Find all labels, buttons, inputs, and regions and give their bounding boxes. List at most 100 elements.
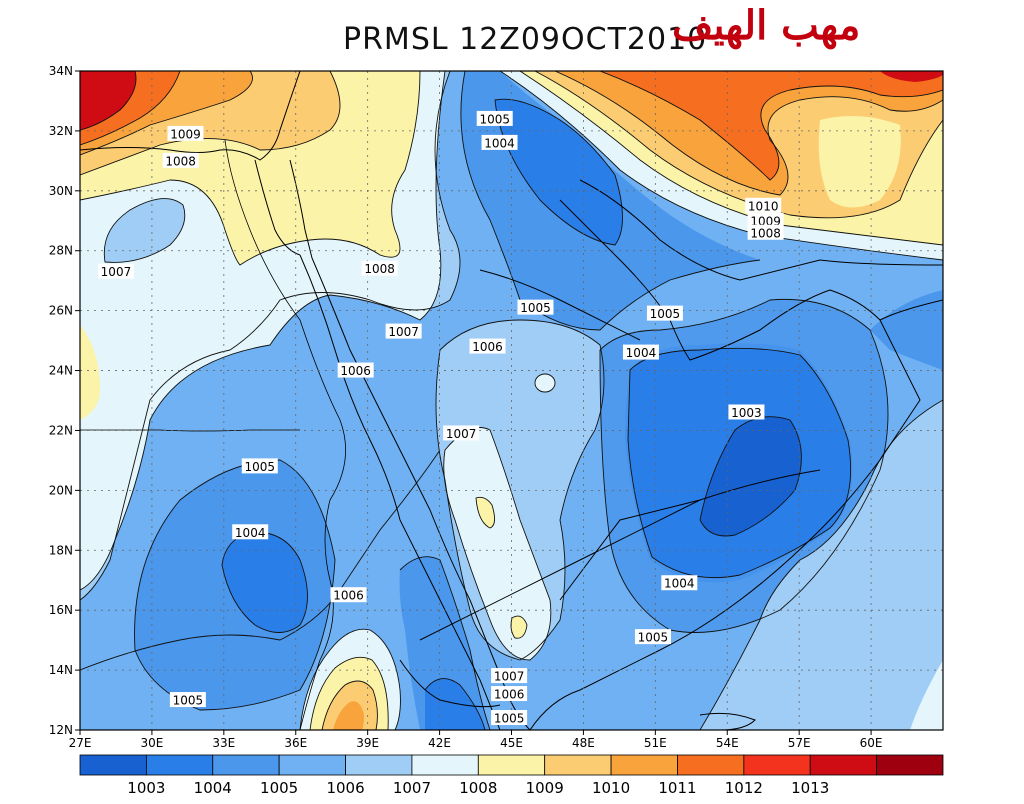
- contour-label-bg: [491, 710, 528, 726]
- contour-label-bg: [232, 524, 269, 540]
- contour-label: 1005: [479, 112, 510, 126]
- tick-label-lat: 28N: [49, 244, 73, 258]
- contour-label-bg: [361, 260, 398, 276]
- field-1004-1005-far-east: [870, 290, 943, 370]
- tick-label-lon: 36E: [284, 736, 307, 750]
- contour-label: 1006: [333, 589, 364, 603]
- contour-label: 1007: [101, 265, 132, 279]
- contour-label-bg: [491, 686, 528, 702]
- contour-label-bg: [241, 458, 278, 474]
- field-1008-1009-central: [476, 497, 495, 528]
- colorbar-label: 1004: [194, 779, 232, 797]
- contour-label: 1004: [664, 577, 695, 591]
- colorbar-swatch: [610, 754, 678, 776]
- field-ne-yellow-pocket: [818, 116, 901, 208]
- contour-label-bg: [167, 125, 204, 141]
- tick-label-lat: 32N: [49, 124, 73, 138]
- contour-label-bg: [476, 110, 513, 126]
- field-1012-1013: [80, 71, 136, 130]
- field-ne-1011-1012: [600, 71, 943, 180]
- colorbar-label: 1012: [725, 779, 763, 797]
- colorbar-label: 1003: [127, 779, 165, 797]
- tick-label-lat: 30N: [49, 184, 73, 198]
- contour-label: 1008: [364, 262, 395, 276]
- tick-label-lon: 27E: [69, 736, 92, 750]
- colorbar-swatch: [79, 754, 147, 776]
- contour-label-bg: [634, 629, 671, 645]
- colorbar-swatch: [677, 754, 745, 776]
- colorbar-swatch: [743, 754, 811, 776]
- tick-label-lon: 39E: [356, 736, 379, 750]
- map-title: PRMSL 12Z09OCT2010: [343, 22, 708, 57]
- field-1003-1004-sw: [222, 531, 308, 633]
- colorbar-swatch: [876, 754, 944, 776]
- contour-label: 1009: [170, 127, 201, 141]
- contour-label-bg: [162, 152, 199, 168]
- tick-label-lat: 34N: [49, 64, 73, 78]
- tick-label-lon: 30E: [140, 736, 163, 750]
- tick-label-lat: 14N: [49, 663, 73, 677]
- colorbar-swatch: [544, 754, 612, 776]
- tick-label-lat: 26N: [49, 304, 73, 318]
- contour-label-bg: [728, 404, 765, 420]
- tick-label-lat: 18N: [49, 543, 73, 557]
- colorbar-swatch: [809, 754, 878, 776]
- contour-label: 1007: [494, 670, 525, 684]
- contour-label-bg: [469, 338, 506, 354]
- contour-label-bg: [330, 587, 367, 603]
- contour-label-bg: [97, 263, 134, 279]
- colorbar-label: 1009: [526, 779, 564, 797]
- filled-contours: [80, 71, 943, 730]
- contour-label-bg: [443, 425, 480, 441]
- contour-label: 1004: [484, 136, 515, 150]
- colorbar-swatch: [212, 754, 280, 776]
- contour-label-bg: [385, 323, 422, 339]
- field-1003-1004-redsea: [425, 678, 485, 730]
- colorbar-swatch: [411, 754, 479, 776]
- tick-label-lat: 22N: [49, 423, 73, 437]
- tick-label-lat: 20N: [49, 483, 73, 497]
- tick-label-lat: 12N: [49, 723, 73, 737]
- field-1007-1008-central: [443, 427, 551, 660]
- tick-label-lon: 45E: [500, 736, 523, 750]
- tick-label-lon: 48E: [572, 736, 595, 750]
- field-1008-1009-west: [80, 325, 100, 420]
- contour-label: 1004: [626, 346, 657, 360]
- contour-label: 1010: [748, 199, 779, 213]
- contour-label-bg: [169, 692, 206, 708]
- contour-label-bg: [646, 305, 683, 321]
- contour-label: 1005: [520, 301, 551, 315]
- contour-label-bg: [481, 134, 518, 150]
- field-1010-1011-ethiopia: [333, 701, 364, 730]
- field-below-1003: [700, 416, 802, 536]
- tick-label-lat: 16N: [49, 603, 73, 617]
- contour-label: 1004: [235, 526, 266, 540]
- contour-label-bg: [747, 224, 784, 240]
- colorbar-swatch: [278, 754, 346, 776]
- tick-label-lon: 60E: [860, 736, 883, 750]
- field-1003-1004-north: [495, 99, 623, 245]
- contour-label: 1005: [494, 712, 525, 726]
- contour-label-bg: [745, 197, 782, 213]
- tick-label-lon: 42E: [428, 736, 451, 750]
- colorbar-label: 1005: [260, 779, 298, 797]
- contour-label: 1006: [494, 688, 525, 702]
- axis-ticks: 27E 30E 33E 36E 39E 42E 45E 48E 51E 54E 57E 60E 12N 1…: [49, 64, 883, 750]
- contour-label: 1003: [731, 406, 762, 420]
- field-ne-1012-1013: [880, 71, 943, 82]
- contour-label: 1008: [750, 226, 781, 240]
- contour-label: 1005: [245, 460, 276, 474]
- colorbar-swatch: [145, 754, 214, 776]
- tick-label-lon: 51E: [644, 736, 667, 750]
- contour-labels: 1009 1008 1007 1008 1007 1006 1005 1004 1005 1006…: [97, 110, 784, 726]
- contour-label: 1005: [638, 631, 669, 645]
- watermark-logo-text: مهب الهيف: [672, 2, 861, 49]
- colorbar-label: 1008: [459, 779, 497, 797]
- contour-label-bg: [622, 344, 659, 360]
- contour-label: 1008: [165, 154, 196, 168]
- field-1006-1007-se: [700, 400, 943, 730]
- colorbar-label: 1013: [791, 779, 829, 797]
- field-small-pocket: [535, 374, 555, 392]
